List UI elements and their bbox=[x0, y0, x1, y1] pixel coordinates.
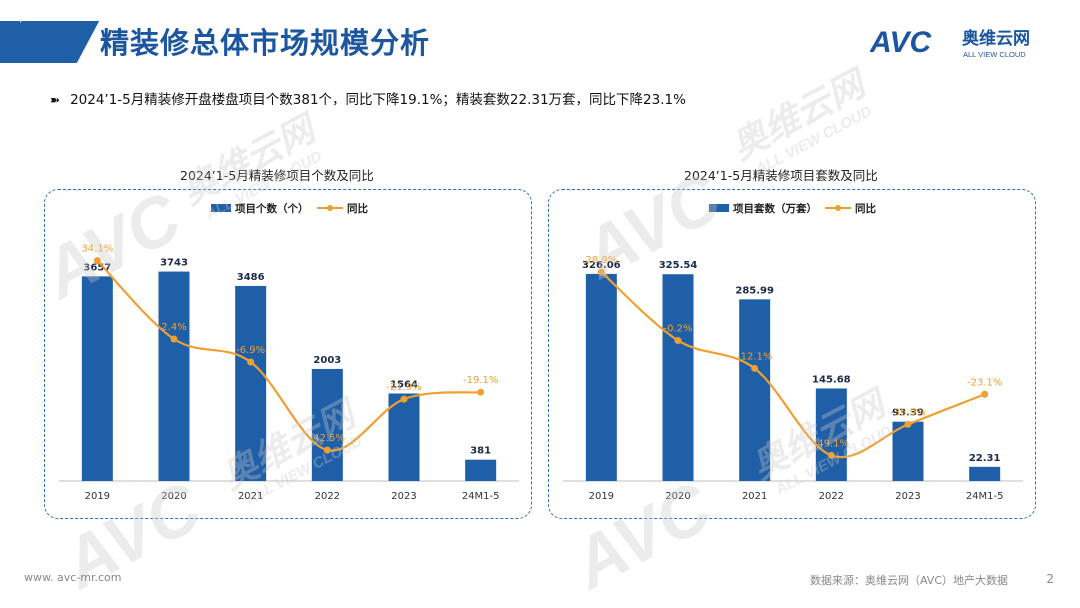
bar-2021 bbox=[739, 299, 771, 481]
bar-label-2019: 3657 bbox=[83, 262, 111, 273]
x-tick-2021: 2021 bbox=[238, 491, 263, 502]
x-tick-2023: 2023 bbox=[895, 491, 920, 502]
chart2-panel: 项目套数（万套） 同比 326.06 2019 325.54 2020 285.99 2021… bbox=[548, 189, 1036, 519]
bar-label-2020: 3743 bbox=[160, 258, 188, 269]
bar-label-2023: 1564 bbox=[390, 379, 418, 390]
legend-bar-swatch bbox=[211, 204, 231, 212]
yoy-label-2022: -42.5% bbox=[310, 433, 345, 444]
watermark-cn-2: 奥维云网 bbox=[725, 61, 876, 167]
bar-label-2023: 93.39 bbox=[892, 408, 924, 419]
logo-en-name: ALL VIEW CLOUD bbox=[963, 50, 1026, 59]
x-tick-2019: 2019 bbox=[85, 491, 110, 502]
yoy-point-2022 bbox=[323, 446, 331, 454]
yoy-label-2020: -0.2% bbox=[663, 323, 692, 334]
page-number: 2 bbox=[1046, 572, 1054, 586]
yoy-line bbox=[600, 271, 986, 459]
yoy-label-2019: 34.1% bbox=[81, 244, 113, 255]
legend-line-marker bbox=[835, 205, 841, 211]
legend-bar-swatch bbox=[709, 204, 729, 212]
yoy-point-2023 bbox=[400, 395, 408, 403]
yoy-point-2023 bbox=[904, 420, 912, 428]
yoy-label-2020: 2.4% bbox=[161, 322, 186, 333]
bar-2023 bbox=[388, 393, 420, 481]
chart2-title: 2024’1-5月精装修项目套数及同比 bbox=[684, 168, 878, 183]
bar-label-2020: 325.54 bbox=[659, 260, 698, 271]
footer-url[interactable]: www. avc-mr.com bbox=[24, 571, 122, 584]
bar-label-2021: 285.99 bbox=[735, 285, 774, 296]
chart1-svg: 项目个数（个） 同比 3657 2019 3743 2020 3486 2021 2003 202… bbox=[59, 202, 519, 502]
yoy-point-2019 bbox=[93, 257, 101, 265]
legend-line-marker bbox=[327, 205, 333, 211]
x-tick-2020: 2020 bbox=[161, 491, 186, 502]
bar-label-2022: 2003 bbox=[313, 355, 341, 366]
bullet-arrow-icon: ➽ bbox=[50, 93, 61, 107]
chart1-panel: 项目个数（个） 同比 3657 2019 3743 2020 3486 2021 2003 202… bbox=[44, 189, 532, 519]
logo-cn-name: 奥维云网 bbox=[962, 28, 1030, 49]
page-title: 精装修总体市场规模分析 bbox=[100, 26, 431, 60]
yoy-point-2020 bbox=[170, 335, 178, 343]
bar-24M1-5 bbox=[465, 459, 497, 481]
bar-label-24M1-5: 22.31 bbox=[969, 453, 1001, 464]
yoy-label-2022: -49.1% bbox=[814, 438, 849, 449]
bar-label-2021: 3486 bbox=[237, 272, 265, 283]
x-tick-2019: 2019 bbox=[589, 491, 614, 502]
x-tick-2022: 2022 bbox=[819, 491, 844, 502]
yoy-point-2021 bbox=[751, 364, 759, 372]
x-tick-2022: 2022 bbox=[315, 491, 340, 502]
yoy-point-2019 bbox=[597, 268, 605, 276]
yoy-point-2020 bbox=[674, 336, 682, 344]
chart1-legend: 项目个数（个） 同比 bbox=[211, 202, 368, 215]
x-tick-24M1-5: 24M1-5 bbox=[966, 491, 1004, 502]
yoy-label-24M1-5: -19.1% bbox=[463, 375, 498, 386]
bar-2023 bbox=[892, 421, 924, 481]
chart1-title: 2024’1-5月精装修项目个数及同比 bbox=[180, 168, 374, 183]
yoy-point-24M1-5 bbox=[477, 388, 485, 396]
bar-2022 bbox=[311, 368, 343, 481]
yoy-line bbox=[96, 259, 481, 452]
legend-line-label: 同比 bbox=[855, 202, 876, 215]
yoy-label-2023: -21.9% bbox=[386, 382, 421, 393]
logo-brand: AVC bbox=[870, 26, 932, 59]
avc-logo: AVC 奥维云网 ALL VIEW CLOUD bbox=[870, 26, 1030, 59]
bar-24M1-5 bbox=[969, 466, 1001, 481]
summary-text: 2024’1-5月精装修开盘楼盘项目个数381个，同比下降19.1%；精装套数2… bbox=[70, 92, 686, 108]
bar-label-24M1-5: 381 bbox=[470, 446, 491, 457]
x-tick-2020: 2020 bbox=[665, 491, 690, 502]
bar-2021 bbox=[235, 285, 267, 481]
bar-label-2019: 326.06 bbox=[582, 260, 621, 271]
bar-2020 bbox=[158, 271, 190, 481]
yoy-label-24M1-5: -23.1% bbox=[967, 377, 1002, 388]
yoy-label-2021: -6.9% bbox=[236, 345, 265, 356]
bar-label-2022: 145.68 bbox=[812, 374, 851, 385]
yoy-point-2022 bbox=[827, 451, 835, 459]
yoy-point-2021 bbox=[247, 358, 255, 366]
bar-2020 bbox=[662, 274, 694, 481]
yoy-point-24M1-5 bbox=[981, 390, 989, 398]
bar-2019 bbox=[81, 276, 113, 481]
yoy-label-2019: 28.9% bbox=[585, 255, 617, 266]
bar-2019 bbox=[585, 273, 617, 481]
bar-2022 bbox=[815, 388, 847, 481]
footer-source: 数据来源：奥维云网（AVC）地产大数据 bbox=[809, 574, 1008, 587]
yoy-label-2023: -35.9% bbox=[890, 407, 925, 418]
x-tick-24M1-5: 24M1-5 bbox=[462, 491, 500, 502]
legend-line-label: 同比 bbox=[347, 202, 368, 215]
x-tick-2021: 2021 bbox=[742, 491, 767, 502]
chart2-legend: 项目套数（万套） 同比 bbox=[709, 202, 876, 215]
x-tick-2023: 2023 bbox=[391, 491, 416, 502]
yoy-label-2021: -12.1% bbox=[737, 351, 772, 362]
summary-bullet: ➽ 2024’1-5月精装修开盘楼盘项目个数381个，同比下降19.1%；精装套数… bbox=[50, 88, 686, 108]
legend-bar-label: 项目套数（万套） bbox=[733, 202, 817, 215]
chart2-svg: 项目套数（万套） 同比 326.06 2019 325.54 2020 285.99 2021… bbox=[563, 202, 1023, 502]
legend-bar-label: 项目个数（个） bbox=[235, 202, 309, 215]
